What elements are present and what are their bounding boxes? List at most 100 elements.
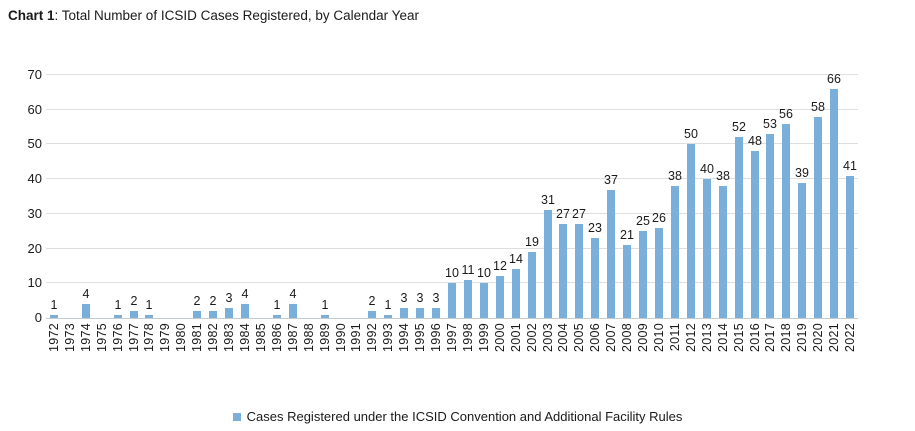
bar (591, 238, 599, 318)
bar (368, 311, 376, 318)
y-tick-label: 40 (27, 171, 42, 186)
bar-value-label: 1 (114, 298, 122, 312)
x-tick-label: 2020 (811, 323, 825, 353)
bar-value-label: 39 (795, 166, 809, 180)
bar (766, 134, 774, 318)
x-tick-label: 1991 (349, 323, 363, 353)
x-tick-label: 1986 (270, 323, 284, 353)
bar-value-label: 1 (273, 298, 281, 312)
x-tick-label: 2000 (493, 323, 507, 353)
x-tick-label: 1983 (222, 323, 236, 353)
x-tick-label: 1979 (158, 323, 172, 353)
bar-value-label: 1 (145, 298, 153, 312)
bar-value-label: 40 (700, 162, 714, 176)
bar (512, 269, 520, 318)
x-tick-label: 1976 (111, 323, 125, 353)
bar-value-label: 53 (763, 117, 777, 131)
bar (480, 283, 488, 318)
x-tick-label: 1973 (63, 323, 77, 353)
legend: Cases Registered under the ICSID Convent… (0, 409, 915, 425)
y-tick-label: 70 (27, 67, 42, 82)
x-tick-label: 2018 (779, 323, 793, 353)
x-tick-label: 1974 (79, 323, 93, 353)
bar (416, 308, 424, 318)
bar (400, 308, 408, 318)
x-tick-label: 1999 (477, 323, 491, 353)
x-tick-label: 1997 (445, 323, 459, 353)
y-tick-label: 20 (27, 241, 42, 256)
x-tick-label: 2016 (748, 323, 762, 353)
x-tick-label: 1981 (190, 323, 204, 353)
bar-value-label: 52 (732, 120, 746, 134)
bar (751, 151, 759, 318)
x-tick-label: 1978 (142, 323, 156, 353)
gridline (46, 74, 858, 75)
x-tick-label: 2002 (525, 323, 539, 353)
bar-value-label: 58 (811, 100, 825, 114)
bar (846, 176, 854, 318)
bar (607, 190, 615, 318)
bar (321, 315, 329, 318)
bar (639, 231, 647, 318)
bar-value-label: 4 (82, 287, 90, 301)
bar-value-label: 56 (779, 107, 793, 121)
gridline (46, 143, 858, 144)
x-tick-label: 1992 (365, 323, 379, 353)
x-tick-label: 2007 (604, 323, 618, 353)
x-axis-line (46, 318, 858, 319)
bar (496, 276, 504, 318)
bar (225, 308, 233, 318)
x-tick-label: 2014 (716, 323, 730, 353)
bar-value-label: 10 (445, 266, 459, 280)
bar (575, 224, 583, 318)
bar (209, 311, 217, 318)
x-tick-label: 2008 (620, 323, 634, 353)
legend-label: Cases Registered under the ICSID Convent… (246, 409, 683, 424)
bar (384, 315, 392, 318)
x-tick-label: 2021 (827, 323, 841, 353)
x-tick-label: 2013 (700, 323, 714, 353)
x-tick-label: 1989 (318, 323, 332, 353)
legend-marker-icon (232, 413, 241, 421)
bar (655, 228, 663, 318)
bar-value-label: 3 (432, 291, 440, 305)
bar (241, 304, 249, 318)
x-tick-label: 2015 (732, 323, 746, 353)
x-tick-label: 1977 (127, 323, 141, 353)
bar (82, 304, 90, 318)
x-tick-label: 1990 (334, 323, 348, 353)
bar-value-label: 66 (827, 72, 841, 86)
x-tick-label: 1994 (397, 323, 411, 353)
bar-value-label: 26 (652, 211, 666, 225)
x-tick-label: 2022 (843, 323, 857, 353)
y-tick-label: 60 (27, 102, 42, 117)
bar (273, 315, 281, 318)
gridline (46, 109, 858, 110)
bar-value-label: 38 (716, 169, 730, 183)
bar (671, 186, 679, 318)
bar-value-label: 48 (748, 134, 762, 148)
y-tick-label: 10 (27, 275, 42, 290)
bar (782, 124, 790, 318)
x-tick-label: 1985 (254, 323, 268, 353)
bar (448, 283, 456, 318)
x-tick-label: 2005 (572, 323, 586, 353)
y-tick-label: 50 (27, 136, 42, 151)
bar-value-label: 27 (572, 207, 586, 221)
bar (193, 311, 201, 318)
bar-value-label: 4 (241, 287, 249, 301)
x-tick-label: 1980 (174, 323, 188, 353)
gridline (46, 282, 858, 283)
bar (544, 210, 552, 318)
bar-value-label: 50 (684, 127, 698, 141)
x-tick-label: 1996 (429, 323, 443, 353)
bar (798, 183, 806, 318)
bar-value-label: 1 (321, 298, 329, 312)
bar-value-label: 27 (556, 207, 570, 221)
x-tick-label: 2001 (509, 323, 523, 353)
bar-value-label: 14 (509, 252, 523, 266)
x-tick-label: 2011 (668, 323, 682, 352)
x-tick-label: 1988 (302, 323, 316, 353)
